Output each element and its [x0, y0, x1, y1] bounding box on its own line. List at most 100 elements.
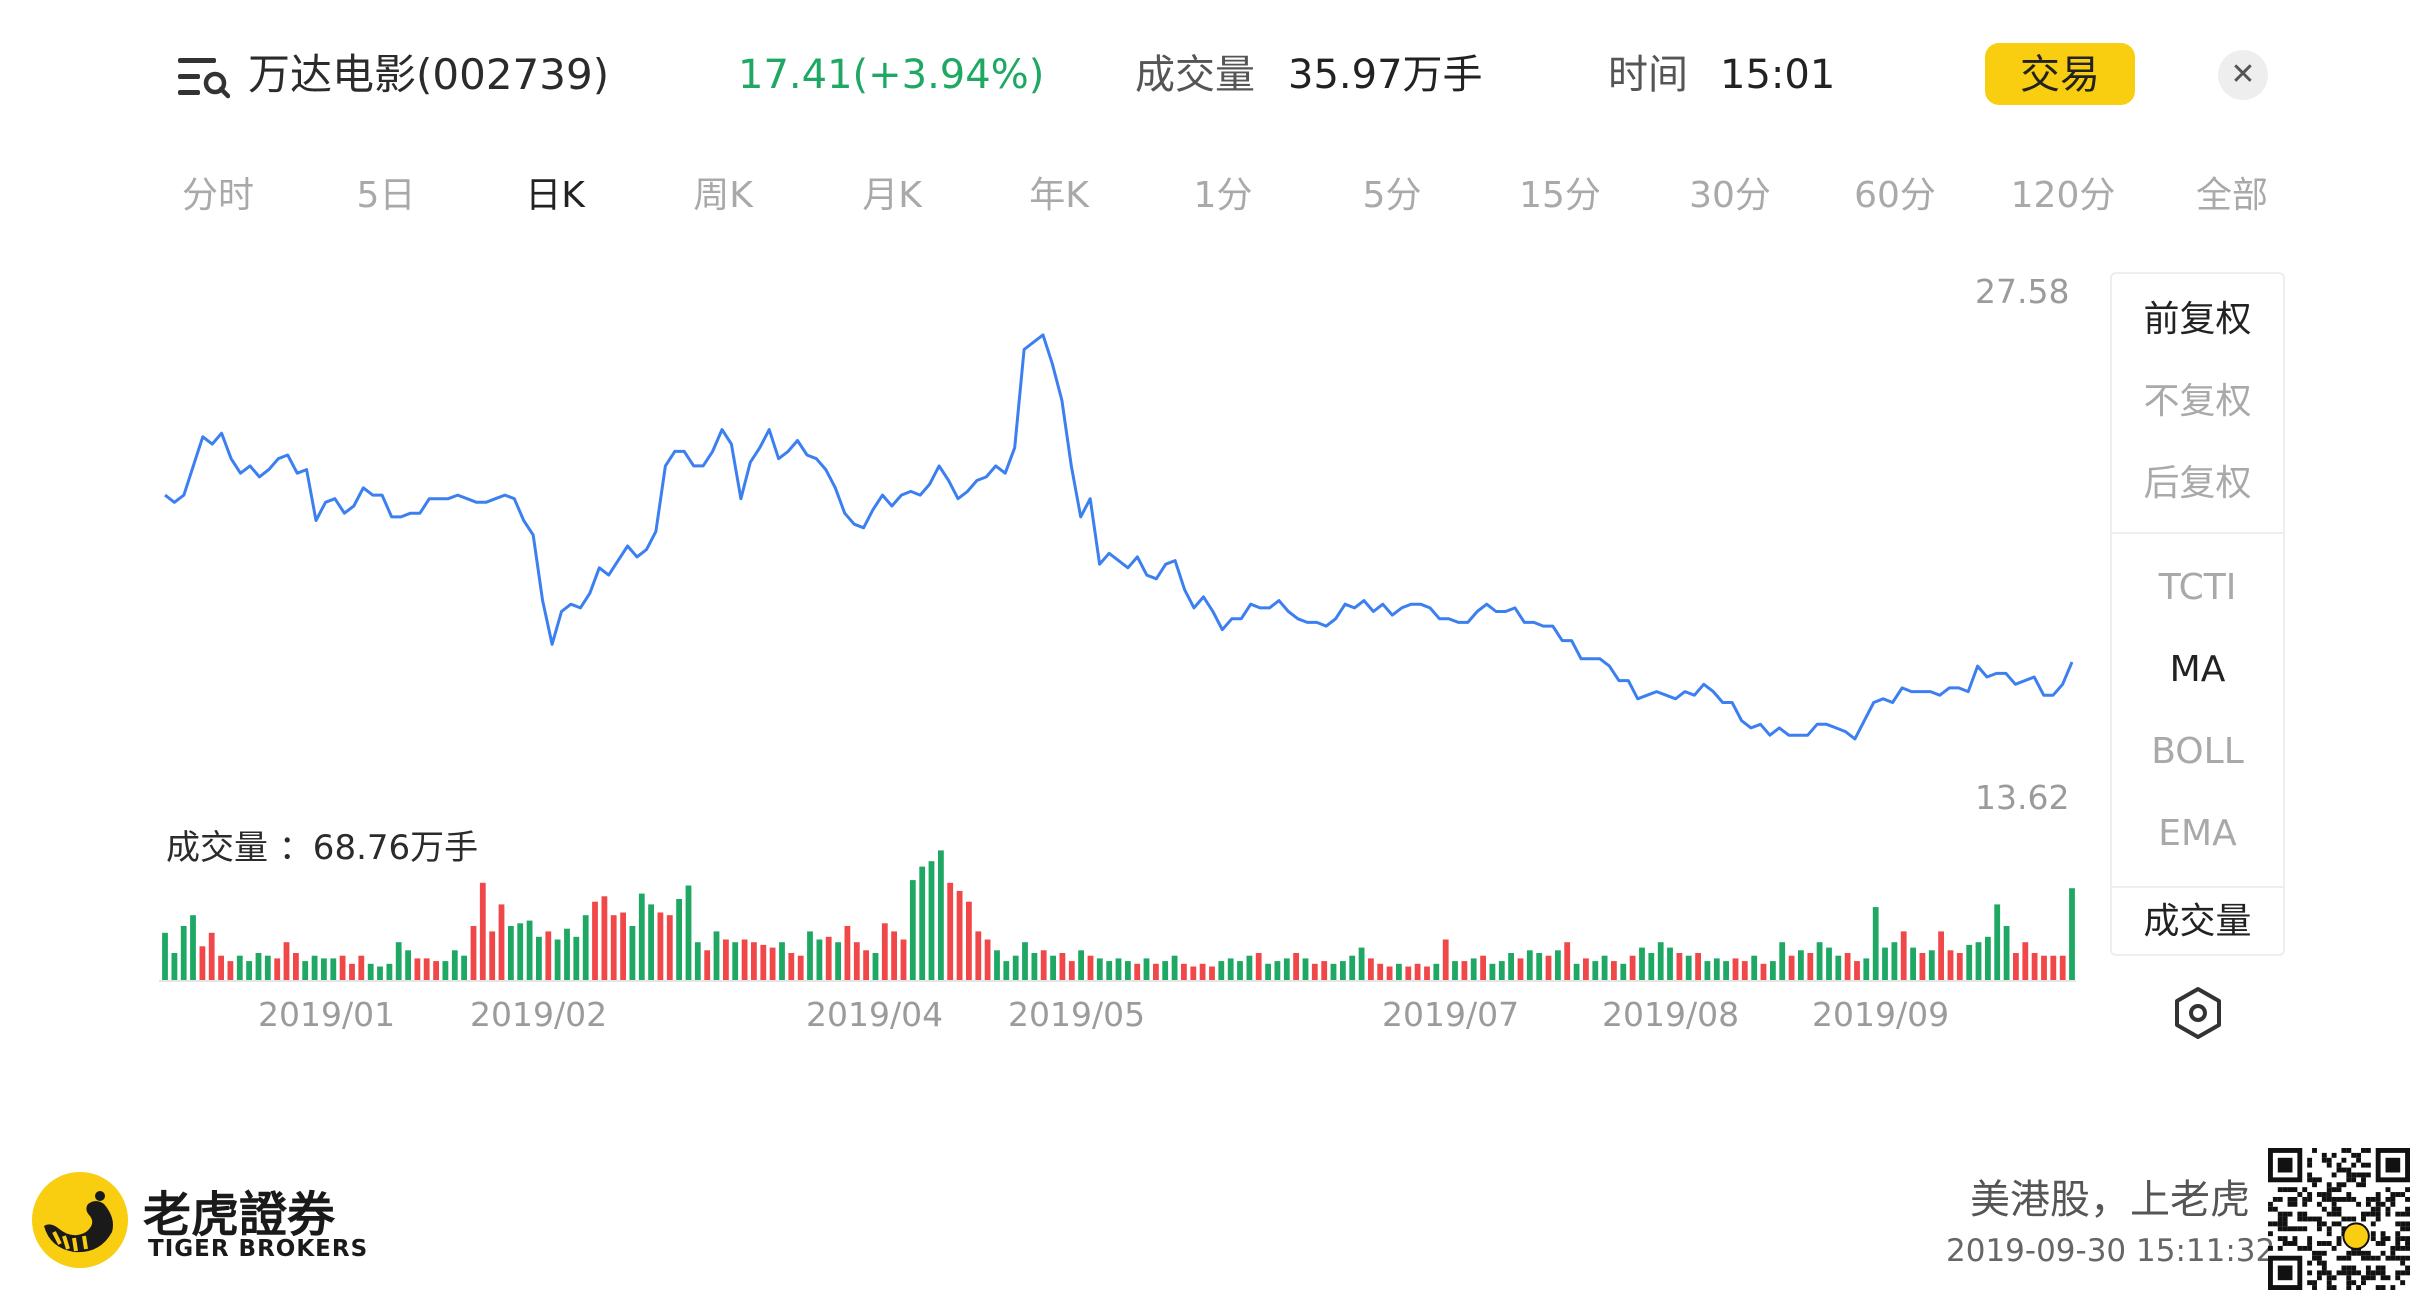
brand-name: 老虎證券	[143, 1187, 336, 1243]
volume-bar	[1068, 961, 1075, 980]
tab-10[interactable]: 60分	[1854, 175, 1936, 216]
brand-name-en: TIGER BROKERS	[148, 1236, 369, 1262]
volume-bar	[1106, 961, 1113, 980]
volume-bar	[835, 942, 841, 980]
volume-bar	[1966, 944, 1973, 980]
volume-bar	[1293, 953, 1299, 980]
volume-bar	[1667, 947, 1673, 980]
volume-bar	[274, 958, 281, 980]
volume-bar	[386, 963, 393, 980]
volume-bar	[1311, 963, 1318, 980]
volume-bar	[199, 946, 206, 981]
volume-bar	[1601, 955, 1608, 980]
indicator-divider	[2112, 532, 2283, 534]
volume-bar	[423, 958, 430, 980]
volume-bar	[517, 923, 524, 980]
volume-bar	[2069, 888, 2075, 980]
volume-bar	[816, 939, 823, 980]
volume-bar	[414, 958, 421, 980]
volume-bar	[1489, 963, 1496, 980]
volume-bar	[900, 939, 907, 980]
time-label: 时间	[1608, 52, 1688, 98]
close-button[interactable]: ✕	[2218, 50, 2268, 100]
tab-7[interactable]: 5分	[1362, 175, 1422, 216]
volume-bar	[1171, 955, 1178, 980]
volume-bar	[1096, 958, 1103, 980]
volume-bar	[246, 961, 252, 980]
volume-bar	[554, 939, 561, 980]
tab-0[interactable]: 分时	[181, 175, 254, 216]
stock-title: 万达电影(002739)	[248, 50, 610, 99]
indicator-sub-0[interactable]: 成交量	[2143, 901, 2252, 942]
volume-bar	[1433, 963, 1440, 980]
volume-bar	[1153, 963, 1159, 980]
tab-9[interactable]: 30分	[1689, 175, 1771, 216]
slogan: 美港股，上老虎	[1970, 1177, 2250, 1223]
tab-1[interactable]: 5日	[356, 175, 416, 216]
volume-bar	[984, 939, 991, 980]
tab-11[interactable]: 120分	[2010, 175, 2116, 216]
volume-bar	[788, 953, 795, 980]
tab-8[interactable]: 15分	[1519, 175, 1601, 216]
volume-bar	[1461, 961, 1468, 980]
volume-bar	[966, 901, 972, 980]
tab-3[interactable]: 周K	[693, 175, 753, 216]
volume-bar	[1611, 961, 1617, 980]
indicator-main-0[interactable]: TCTI	[2158, 567, 2237, 608]
volume-bar	[526, 920, 533, 980]
volume-bar	[891, 931, 897, 980]
indicator-adjust-2[interactable]: 后复权	[2143, 463, 2252, 504]
volume-bar	[1648, 953, 1655, 980]
volume-bar	[1807, 953, 1814, 980]
volume-bar	[311, 955, 318, 980]
volume-bar	[1405, 966, 1412, 980]
volume-bar	[1564, 942, 1571, 980]
volume-bar	[1629, 955, 1636, 980]
volume-bar	[264, 955, 271, 980]
volume-bar	[1162, 961, 1169, 980]
volume-bar	[1283, 958, 1290, 980]
volume-bar	[1732, 958, 1739, 980]
trade-button[interactable]: 交易	[1985, 43, 2135, 105]
volume-bar	[1218, 961, 1225, 980]
tiger-logo-icon	[32, 1172, 128, 1268]
volume-bar	[1620, 963, 1627, 980]
price-line	[164, 333, 2074, 741]
tab-2[interactable]: 日K	[525, 175, 585, 216]
hexagon-settings-icon[interactable]	[2170, 985, 2226, 1041]
indicator-adjust-1[interactable]: 不复权	[2143, 381, 2252, 422]
volume-bar	[564, 928, 570, 980]
tab-12[interactable]: 全部	[2195, 175, 2268, 216]
volume-bar	[853, 942, 860, 980]
date-label: 2019/09	[1812, 995, 1950, 1034]
tab-4[interactable]: 月K	[862, 175, 922, 216]
volume-bar	[451, 950, 458, 980]
indicator-main-1[interactable]: MA	[2169, 649, 2226, 690]
volume-bar	[779, 942, 785, 980]
volume-bar	[377, 966, 383, 980]
tab-6[interactable]: 1分	[1193, 175, 1253, 216]
indicator-main-2[interactable]: BOLL	[2151, 731, 2244, 772]
volume-bar	[881, 923, 888, 980]
indicator-adjust-0[interactable]: 前复权	[2143, 299, 2252, 340]
volume-bar	[1237, 961, 1243, 980]
date-label: 2019/07	[1382, 995, 1520, 1034]
volume-bar	[255, 953, 262, 980]
tab-5[interactable]: 年K	[1029, 175, 1089, 216]
volume-bar	[573, 936, 580, 980]
volume-bar	[629, 926, 636, 980]
volume-bar	[2059, 955, 2066, 980]
volume-bar	[1059, 953, 1066, 980]
volume-bar	[1891, 942, 1898, 980]
indicator-main-3[interactable]: EMA	[2158, 813, 2237, 854]
volume-bar	[1517, 958, 1524, 980]
volume-bar	[283, 942, 290, 980]
volume-bar	[1125, 961, 1131, 980]
volume-bar	[479, 882, 486, 980]
volume-bar	[1414, 963, 1421, 980]
volume-bar	[1442, 939, 1449, 980]
volume-bar	[807, 931, 813, 980]
volume-bar	[367, 963, 374, 980]
menu-search-icon[interactable]	[178, 54, 230, 100]
